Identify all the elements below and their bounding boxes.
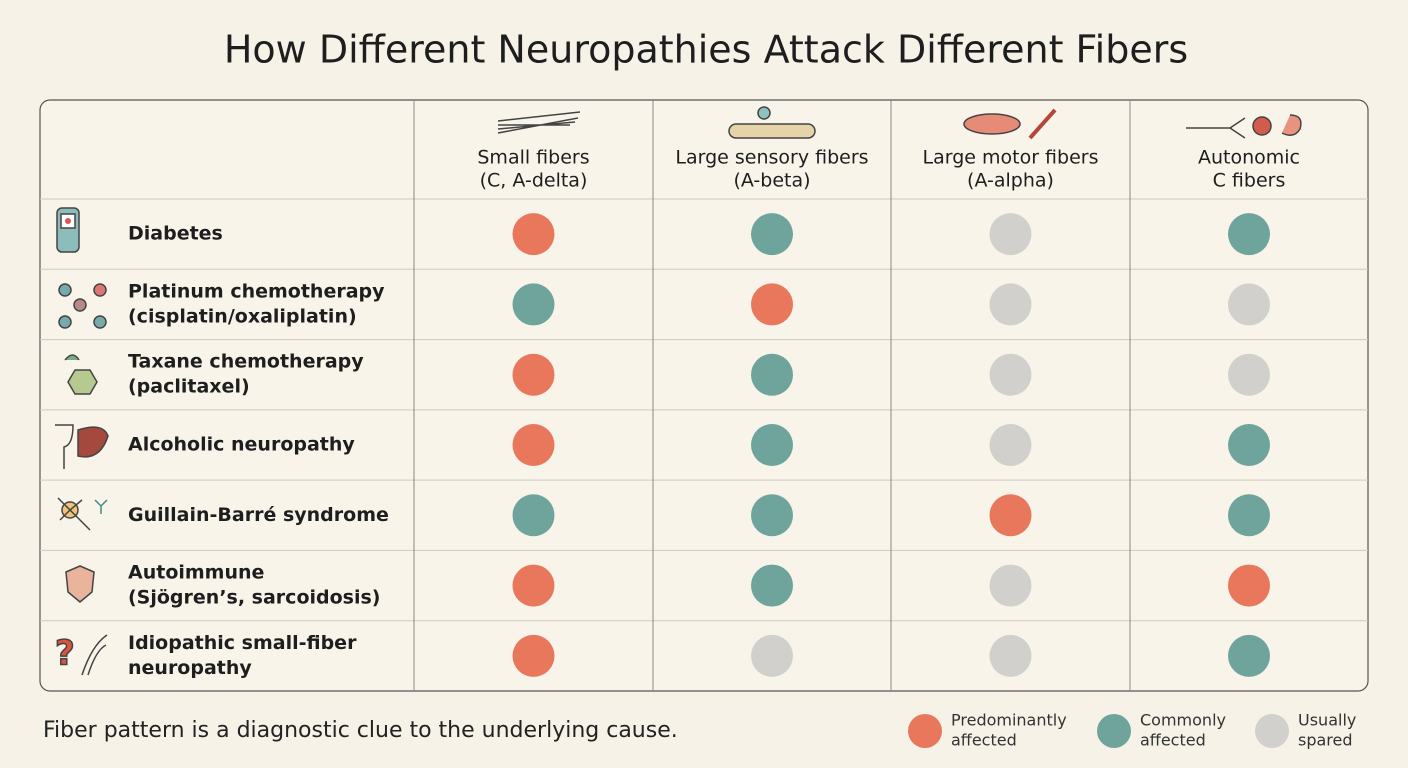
- status-dot: [989, 213, 1032, 256]
- status-dot: [751, 283, 793, 326]
- row-label: Autoimmune: [128, 562, 264, 584]
- neuron-icon: [57, 497, 108, 531]
- status-dot: [1228, 283, 1270, 326]
- status-dot: [989, 424, 1032, 466]
- status-dot: [512, 213, 555, 256]
- legend-label: Predominantly: [951, 711, 1067, 730]
- status-dot: [989, 494, 1032, 537]
- status-dot: [989, 283, 1032, 326]
- status-dot: [1228, 494, 1270, 537]
- column-header: (C, A-delta): [480, 170, 588, 192]
- status-dot: [751, 424, 793, 466]
- column-header: (A-beta): [733, 170, 810, 192]
- row-label: Taxane chemotherapy: [128, 351, 364, 373]
- status-dot: [512, 564, 555, 607]
- row-label: (paclitaxel): [128, 376, 250, 398]
- status-dot: [751, 353, 793, 396]
- status-dot: [1228, 213, 1270, 256]
- row-label: (cisplatin/oxaliplatin): [128, 305, 357, 327]
- row-label: Platinum chemotherapy: [128, 280, 385, 302]
- status-dot: [989, 564, 1032, 607]
- status-dot: [751, 634, 793, 677]
- autonomic-icon: [1186, 114, 1302, 139]
- status-dot: [512, 494, 555, 537]
- status-dot: [989, 353, 1032, 396]
- title: How Different Neuropathies Attack Differ…: [224, 28, 1188, 72]
- large-sensory-icon: [728, 106, 816, 139]
- row-label: Diabetes: [128, 223, 223, 245]
- legend-label: affected: [951, 731, 1017, 750]
- status-dot: [751, 564, 793, 607]
- molecule-icon: [58, 283, 107, 329]
- legend-label: Commonly: [1140, 711, 1226, 730]
- status-dot: [512, 634, 555, 677]
- status-dot: [1228, 564, 1270, 607]
- column-header: (A-alpha): [967, 170, 1054, 192]
- svg-text:?: ?: [55, 634, 75, 674]
- question-icon: ?: [54, 633, 108, 676]
- status-dot: [1228, 353, 1270, 396]
- motor-icon: [963, 108, 1057, 140]
- legend-swatch: [908, 714, 942, 748]
- glucometer-icon: [56, 207, 80, 253]
- row-label: Idiopathic small-fiber: [128, 632, 357, 654]
- small-fiber-icon: [497, 111, 581, 134]
- column-header: C fibers: [1213, 170, 1286, 192]
- status-dot: [512, 283, 555, 326]
- row-label: Alcoholic neuropathy: [128, 434, 355, 456]
- row-label: neuropathy: [128, 657, 252, 679]
- column-header: Large motor fibers: [923, 147, 1099, 169]
- legend-label: spared: [1298, 731, 1353, 750]
- status-dot: [751, 213, 793, 256]
- legend-swatch: [1255, 714, 1289, 748]
- table-frame: [39, 99, 1369, 692]
- plant-icon: [64, 354, 98, 395]
- status-dot: [751, 494, 793, 537]
- icons: ?: [54, 106, 1302, 676]
- column-header: Large sensory fibers: [675, 147, 868, 169]
- row-label: Guillain-Barré syndrome: [128, 504, 389, 526]
- status-dot: [512, 353, 555, 396]
- legend-label: affected: [1140, 731, 1206, 750]
- liver-icon: [55, 424, 109, 469]
- status-dot: [1228, 634, 1270, 677]
- legend-label: Usually: [1298, 711, 1356, 730]
- column-header: Autonomic: [1198, 147, 1300, 169]
- status-dot: [512, 424, 555, 466]
- legend-swatch: [1097, 714, 1131, 748]
- shield-icon: [65, 565, 95, 603]
- status-dot: [1228, 424, 1270, 466]
- row-label: (Sjögren’s, sarcoidosis): [128, 587, 380, 609]
- column-header: Small fibers: [477, 147, 589, 169]
- footnote: Fiber pattern is a diagnostic clue to th…: [43, 718, 678, 743]
- status-dot: [989, 634, 1032, 677]
